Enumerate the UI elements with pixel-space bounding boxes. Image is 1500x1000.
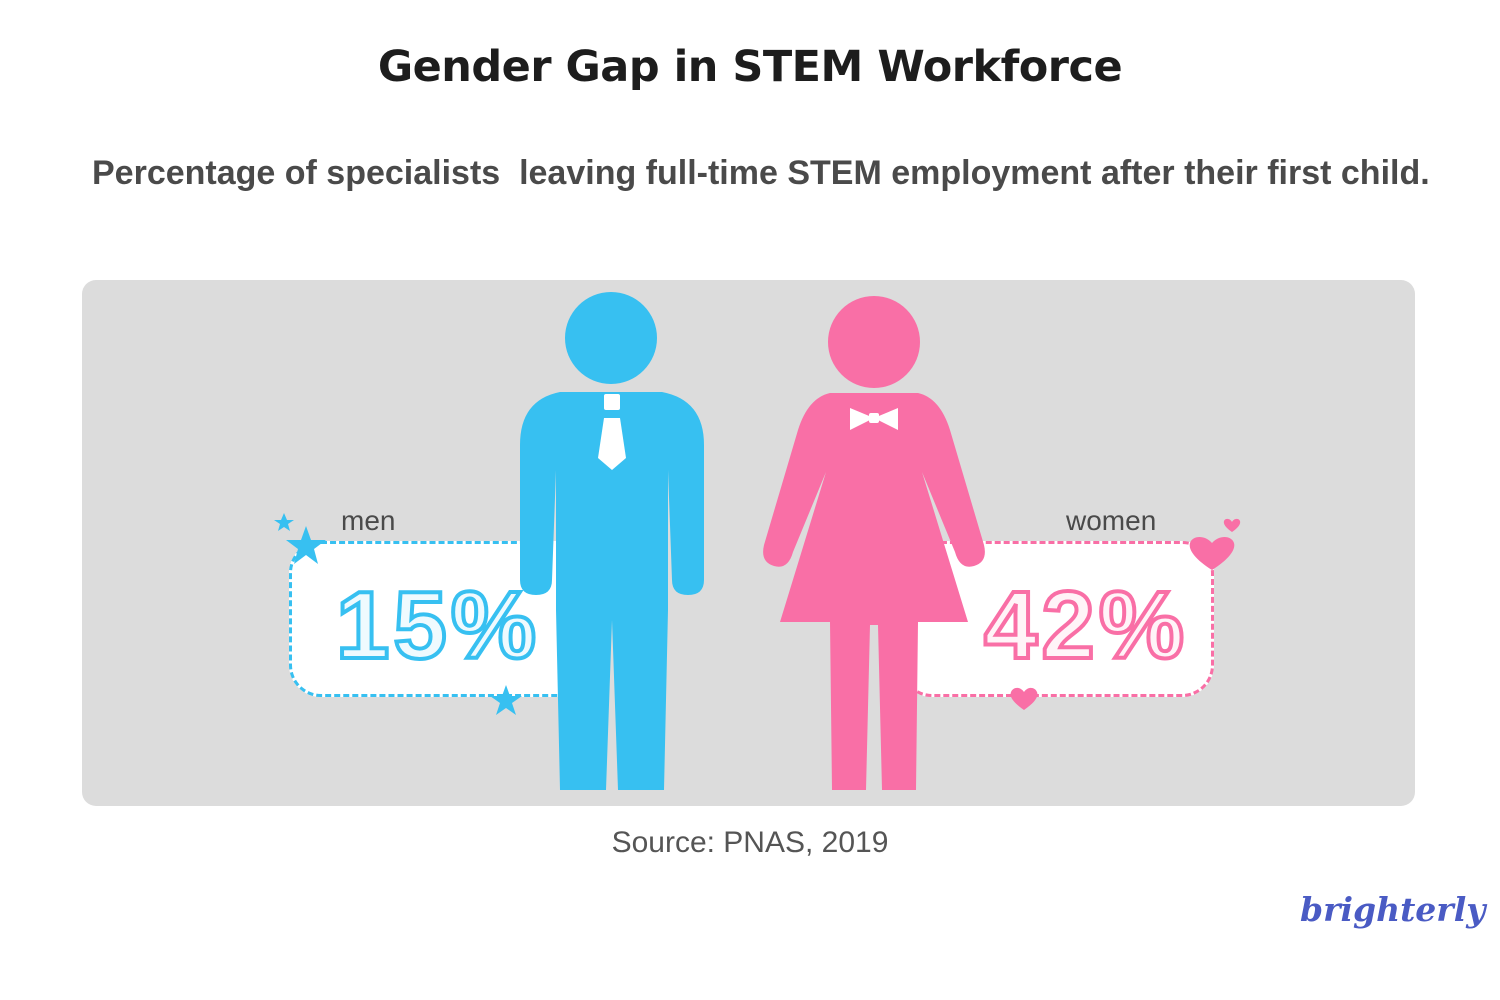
value-label-women: 42% [982, 572, 1189, 679]
chart-title: Gender Gap in STEM Workforce [377, 42, 1123, 92]
small-heart-icon [1223, 518, 1241, 532]
chart-subtitle: Percentage of specialists leaving full-t… [92, 154, 1430, 192]
star-icon-bottom [490, 685, 522, 715]
category-label-men: men [341, 505, 396, 536]
man-figure-icon [520, 292, 704, 790]
brighterly-logo: brighterly [1300, 890, 1486, 929]
bow-icon [850, 408, 898, 430]
category-label-women: women [1066, 505, 1157, 536]
star-icon [286, 526, 326, 564]
heart-icon-bottom [1010, 687, 1038, 710]
heart-icon [1189, 536, 1235, 570]
value-label-men: 15% [334, 572, 541, 679]
tie-icon [598, 394, 626, 470]
source-note: Source: PNAS, 2019 [611, 826, 889, 859]
woman-figure-icon [763, 296, 985, 790]
small-star-icon [274, 513, 294, 531]
